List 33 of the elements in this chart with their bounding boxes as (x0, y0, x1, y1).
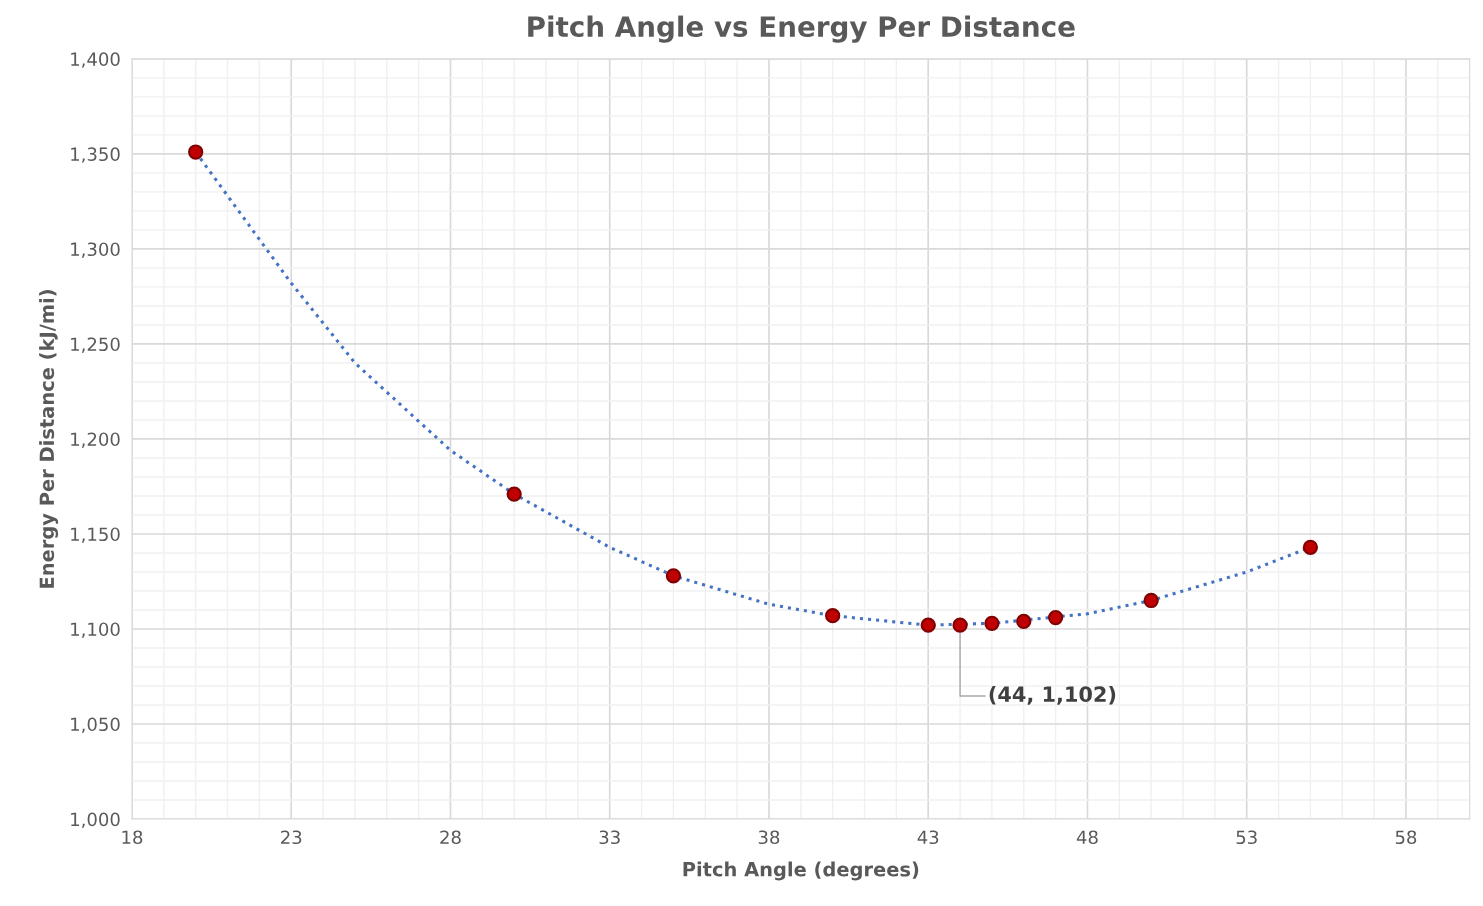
x-tick-label: 58 (1395, 830, 1417, 845)
x-axis-title: Pitch Angle (degrees) (683, 861, 919, 881)
annotation: (44, 1,102) (989, 685, 1116, 705)
y-tick-label: 1,100 (71, 622, 120, 638)
x-tick-label: 23 (281, 830, 302, 845)
y-tick-label: 1,150 (71, 527, 120, 543)
x-tick-label: 38 (758, 830, 780, 845)
point (188, 144, 204, 160)
point (952, 617, 968, 633)
x-tick-label: 33 (599, 830, 620, 845)
y-tick-label: 1,050 (71, 717, 120, 733)
point (1143, 592, 1159, 609)
y-tick-label: 1,250 (71, 337, 120, 353)
point (1016, 613, 1032, 630)
x-tick-label: 43 (917, 830, 939, 845)
point (1302, 539, 1319, 555)
chart-title: Pitch Angle vs Energy Per Distance (528, 15, 1075, 43)
point (665, 568, 682, 584)
y-tick-label: 1,350 (71, 147, 120, 163)
x-tick-label: 28 (440, 830, 461, 845)
point (920, 617, 936, 633)
y-tick-label: 1,400 (71, 52, 120, 68)
x-tick-label: 18 (122, 830, 143, 845)
point (1047, 609, 1064, 626)
y-axis-title: Energy Per Distance (kJ/mi) (39, 290, 59, 588)
x-tick-label: 53 (1236, 830, 1257, 845)
point (984, 615, 1000, 631)
y-tick-label: 1,200 (71, 432, 120, 448)
y-tick-label: 1,000 (71, 812, 120, 828)
y-tick-label: 1,300 (71, 242, 120, 258)
point (825, 608, 841, 624)
point (506, 486, 522, 502)
x-tick-label: 48 (1076, 830, 1098, 845)
